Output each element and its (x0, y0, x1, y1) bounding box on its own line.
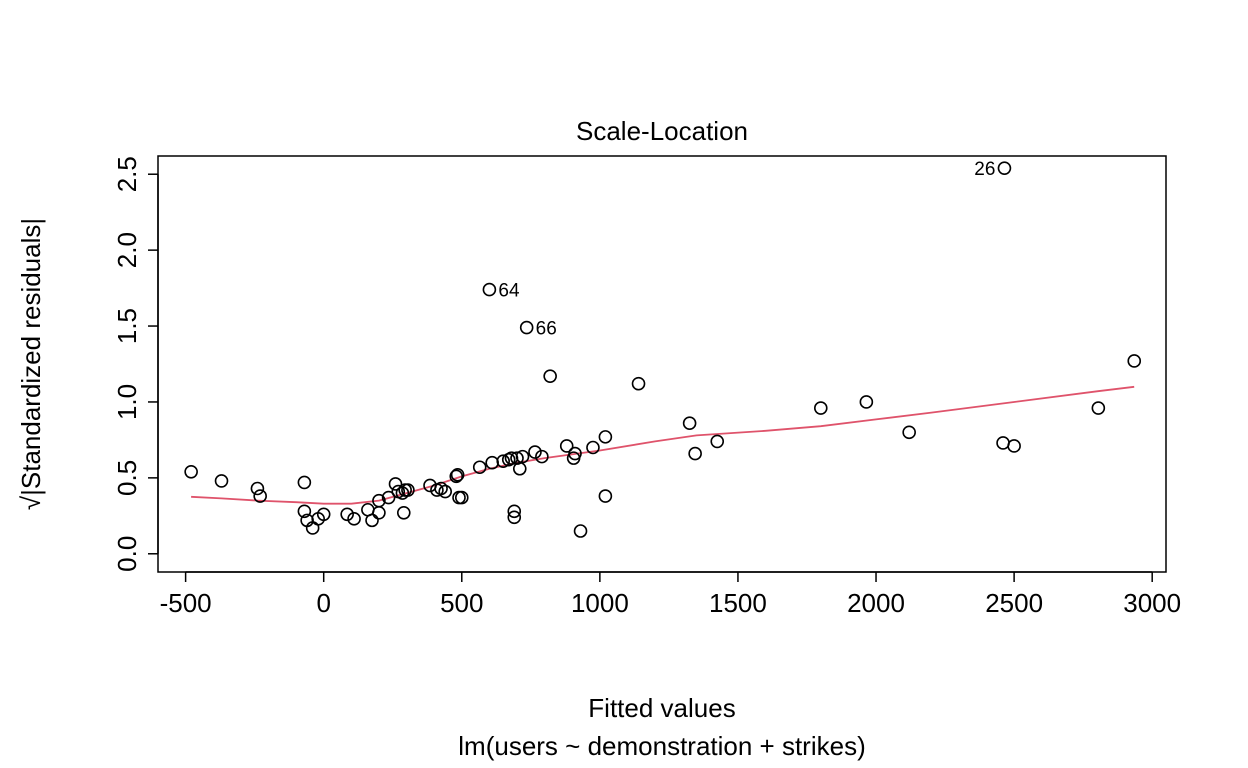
y-axis-title: √|Standardized residuals| (16, 218, 46, 510)
data-point (559, 439, 574, 453)
point-label: 66 (536, 319, 557, 340)
x-tick-label: 1500 (709, 588, 767, 618)
data-point (512, 461, 527, 476)
data-point (543, 369, 557, 383)
data-point (372, 505, 386, 520)
data-point (472, 460, 487, 475)
data-point (297, 504, 312, 519)
data-point (450, 468, 465, 482)
data-point (598, 489, 613, 503)
y-tick-label: 2.0 (112, 232, 142, 268)
data-point (449, 469, 464, 484)
x-tick-label: 2000 (847, 588, 905, 618)
data-points (184, 161, 1142, 538)
data-point (1091, 401, 1106, 415)
y-tick-label: 0.5 (112, 460, 142, 496)
x-axis-subtitle: lm(users ~ demonstration + strikes) (458, 731, 865, 761)
x-tick-label: 1000 (571, 588, 629, 618)
data-point (902, 425, 916, 440)
data-point (454, 490, 469, 505)
data-point (365, 513, 379, 528)
data-point (1127, 354, 1142, 368)
data-point (631, 376, 646, 391)
data-point (396, 505, 411, 520)
y-tick-label: 1.5 (112, 308, 142, 344)
data-point (859, 395, 874, 409)
data-point (515, 449, 530, 464)
x-tick-label: -500 (160, 588, 212, 618)
data-point (688, 446, 702, 461)
chart-title: Scale-Location (576, 116, 748, 146)
data-point (528, 445, 542, 459)
data-point (586, 440, 600, 455)
y-axis: 0.0 0.5 1.0 1.5 2.0 2.5 (112, 156, 159, 572)
data-point (496, 454, 511, 468)
x-tick-label: 500 (440, 588, 483, 618)
data-point (184, 464, 198, 479)
data-point (340, 507, 354, 522)
data-point (401, 483, 415, 497)
data-point (253, 489, 267, 503)
point-label: 26 (974, 159, 995, 180)
point-labels: 26 64 66 (498, 159, 995, 339)
data-point (214, 474, 229, 488)
data-point (347, 512, 361, 526)
data-point (381, 490, 396, 505)
data-point (482, 282, 497, 297)
x-tick-label: 3000 (1123, 588, 1181, 618)
y-tick-label: 2.5 (112, 156, 142, 192)
data-point (573, 524, 588, 538)
y-tick-label: 1.0 (112, 384, 142, 420)
data-point (568, 446, 582, 461)
data-point (682, 416, 697, 431)
data-point (297, 475, 312, 490)
point-label: 64 (498, 281, 520, 302)
data-point (996, 436, 1010, 450)
data-point (598, 430, 613, 444)
data-point (434, 481, 448, 496)
data-point (388, 477, 403, 491)
x-axis: -500 0 500 1000 1500 2000 2500 3000 (160, 571, 1181, 618)
x-axis-title: Fitted values (588, 693, 735, 723)
plot-frame (157, 155, 1167, 573)
data-point (710, 434, 725, 449)
data-point (452, 490, 466, 505)
data-point (507, 504, 522, 519)
data-point (535, 449, 549, 464)
y-tick-label: 0.0 (112, 536, 142, 572)
data-point (1007, 439, 1021, 453)
data-point (316, 507, 331, 522)
data-point (507, 510, 522, 525)
x-tick-label: 0 (316, 588, 330, 618)
data-point (997, 161, 1012, 175)
data-point (519, 320, 534, 335)
data-point (438, 484, 453, 499)
x-tick-label: 2500 (985, 588, 1043, 618)
data-point (813, 401, 828, 415)
data-point (250, 481, 265, 496)
data-point (485, 455, 499, 470)
smooth-line (191, 385, 1135, 505)
